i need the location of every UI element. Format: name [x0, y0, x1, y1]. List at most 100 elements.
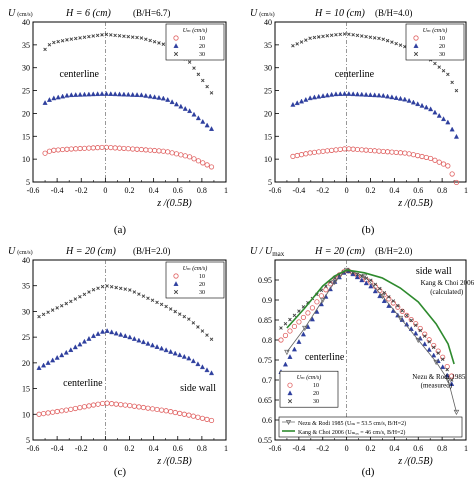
data-point	[109, 329, 115, 335]
data-point	[423, 154, 429, 161]
y-tick-label: 10	[22, 155, 30, 164]
data-point	[73, 146, 79, 152]
legend-label: 20	[199, 44, 205, 50]
data-point	[190, 358, 196, 364]
data-point	[359, 277, 365, 283]
data-point	[368, 283, 374, 289]
data-point	[45, 410, 51, 416]
data-point	[292, 313, 297, 318]
data-point	[187, 154, 193, 160]
data-point	[413, 323, 418, 328]
aspect-ratio-label: (B/H=2.0)	[375, 246, 412, 256]
data-point	[173, 309, 177, 314]
y-tick-label: 10	[22, 410, 30, 419]
data-point	[437, 65, 441, 69]
data-point	[400, 308, 405, 313]
data-point	[121, 145, 127, 152]
x-tick-label: -0.2	[316, 186, 329, 195]
data-point	[199, 364, 205, 370]
data-point	[50, 357, 56, 363]
data-point	[91, 288, 96, 292]
data-point	[100, 284, 105, 289]
data-point	[145, 340, 151, 346]
data-point	[316, 149, 322, 155]
x-tick-label: 0.6	[173, 186, 183, 195]
data-point	[419, 153, 425, 160]
data-point	[319, 297, 326, 304]
series-10	[290, 146, 460, 186]
data-point	[204, 416, 210, 422]
data-point	[161, 42, 166, 46]
data-point	[291, 44, 295, 48]
data-point	[139, 36, 144, 40]
x-axis-label: z /(0.5B)	[156, 198, 192, 209]
data-point	[182, 105, 188, 111]
data-point	[284, 349, 290, 356]
data-point	[302, 325, 308, 332]
data-point	[59, 352, 65, 358]
y-tick-label: 30	[22, 307, 30, 316]
data-point	[95, 401, 101, 407]
y-tick-label: 0.7	[262, 376, 272, 385]
data-point	[299, 40, 304, 44]
data-point	[361, 273, 368, 280]
data-point	[426, 346, 432, 352]
data-point	[173, 151, 180, 157]
data-point	[423, 104, 429, 110]
data-point	[95, 91, 101, 97]
data-point	[204, 122, 210, 128]
data-point	[422, 334, 427, 338]
data-point	[51, 147, 57, 153]
legend-label: 10	[439, 36, 445, 42]
data-point	[54, 408, 60, 415]
data-point	[68, 347, 74, 352]
data-point	[380, 148, 386, 155]
data-point	[73, 92, 79, 97]
data-point	[82, 35, 87, 40]
data-point	[303, 96, 309, 102]
data-point	[396, 303, 400, 308]
legend-marker	[173, 289, 179, 295]
data-point	[127, 402, 133, 409]
data-point	[117, 91, 123, 97]
data-point	[209, 91, 214, 95]
data-point	[169, 150, 175, 156]
data-point	[282, 332, 289, 339]
data-point	[177, 352, 183, 358]
data-point	[146, 296, 150, 300]
data-point	[160, 95, 166, 101]
annotation: centerline	[335, 69, 375, 80]
data-point	[376, 148, 382, 154]
data-point	[346, 146, 352, 152]
data-point	[56, 39, 60, 44]
data-point	[321, 34, 325, 39]
legend-marker	[413, 51, 419, 57]
legend-box	[278, 416, 463, 438]
data-point	[90, 91, 96, 97]
data-point	[200, 160, 206, 166]
data-point	[152, 94, 158, 100]
data-point	[105, 284, 109, 288]
data-point	[355, 33, 360, 38]
legend-marker	[287, 382, 293, 388]
y-tick-label: 25	[22, 87, 30, 96]
data-point	[90, 402, 97, 408]
y-tick-label: 0.9	[262, 296, 272, 305]
y-tick-label: 15	[22, 385, 30, 394]
data-point	[100, 33, 104, 37]
data-point	[441, 68, 446, 73]
annotation: Nezu & Rodi 1985	[412, 373, 466, 381]
data-point	[168, 348, 174, 354]
data-point	[50, 308, 55, 312]
data-point	[125, 146, 131, 152]
data-point	[391, 299, 396, 303]
data-point	[402, 96, 408, 102]
y-axis-label: U (cm/s)	[8, 246, 33, 257]
data-point	[324, 92, 330, 98]
data-point	[436, 112, 442, 118]
data-point	[382, 290, 387, 295]
data-point	[121, 91, 127, 97]
data-point	[118, 286, 123, 291]
data-point	[440, 161, 447, 167]
data-point	[342, 32, 347, 36]
